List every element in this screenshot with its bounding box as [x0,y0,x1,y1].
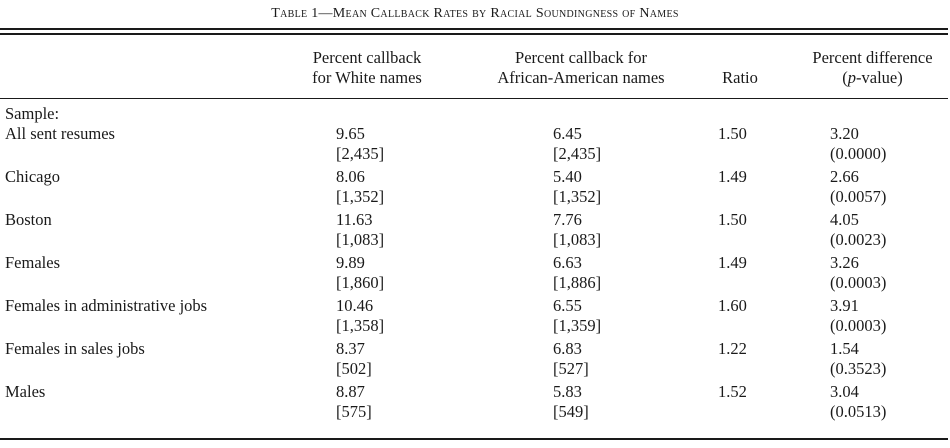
cell-diff: 3.91 [830,296,859,315]
cell-diff: 3.20 [830,124,859,143]
header-white-line2: for White names [312,68,422,87]
cell-white-n: [1,358] [336,316,385,335]
cell-label: Males [5,382,46,401]
header-white-line1: Percent callback [312,48,422,67]
sample-label: Sample: [5,104,60,123]
cell-aa-n: [1,359] [553,316,602,335]
cell-aa: 5.83 [553,382,582,401]
cell-label: All sent resumes [5,124,115,143]
cell-aa: 6.63 [553,253,582,272]
cell-pval: (0.0023) [830,230,887,249]
cell-label: Females in administrative jobs [5,296,208,315]
header-percent-difference: Percent difference (p-value) [795,48,950,88]
cell-white-n: [502] [336,359,372,378]
cell-pval: (0.0003) [830,273,887,292]
header-white: Percent callback for White names [282,48,452,88]
cell-label: Boston [5,210,52,229]
cell-ratio: 1.22 [718,339,747,358]
cell-diff: 1.54 [830,339,859,358]
cell-white-n: [2,435] [336,144,385,163]
header-aa-line1: Percent callback for [515,48,647,67]
cell-white-n: [1,352] [336,187,385,206]
table-title: Table 1—Mean Callback Rates by Racial So… [271,6,679,21]
cell-ratio: 1.49 [718,253,747,272]
cell-white: 8.37 [336,339,365,358]
cell-label: Chicago [5,167,60,186]
cell-aa-n: [549] [553,402,589,421]
cell-ratio: 1.60 [718,296,747,315]
cell-aa: 5.40 [553,167,582,186]
header-rule [0,98,948,99]
cell-aa-n: [1,083] [553,230,602,249]
top-rule [0,28,948,30]
cell-ratio: 1.50 [718,210,747,229]
cell-aa: 6.45 [553,124,582,143]
cell-aa: 7.76 [553,210,582,229]
header-aa-line2: African-American names [497,68,665,87]
cell-diff: 2.66 [830,167,859,186]
header-diff-line1: Percent difference [812,48,933,67]
bottom-rule [0,438,948,440]
cell-aa-n: [527] [553,359,589,378]
cell-white: 11.63 [336,210,373,229]
cell-white: 8.87 [336,382,365,401]
cell-diff: 4.05 [830,210,859,229]
cell-diff: 3.26 [830,253,859,272]
cell-label: Females [5,253,60,272]
cell-ratio: 1.49 [718,167,747,186]
cell-aa-n: [2,435] [553,144,602,163]
cell-white: 9.89 [336,253,365,272]
cell-white-n: [1,083] [336,230,385,249]
cell-white: 8.06 [336,167,365,186]
header-ratio: Ratio [722,68,758,87]
cell-aa: 6.83 [553,339,582,358]
cell-white-n: [575] [336,402,372,421]
header-african-american: Percent callback for African-American na… [468,48,694,88]
cell-pval: (0.0003) [830,316,887,335]
header-diff-line2: (p-value) [842,68,903,87]
cell-white: 9.65 [336,124,365,143]
cell-white: 10.46 [336,296,374,315]
top-rule-double [0,33,948,35]
cell-pval: (0.0057) [830,187,887,206]
cell-diff: 3.04 [830,382,859,401]
cell-ratio: 1.50 [718,124,747,143]
cell-aa-n: [1,352] [553,187,602,206]
cell-pval: (0.0000) [830,144,887,163]
cell-pval: (0.3523) [830,359,887,378]
cell-label: Females in sales jobs [5,339,145,358]
cell-aa-n: [1,886] [553,273,602,292]
cell-white-n: [1,860] [336,273,385,292]
cell-pval: (0.0513) [830,402,887,421]
cell-ratio: 1.52 [718,382,747,401]
cell-aa: 6.55 [553,296,582,315]
